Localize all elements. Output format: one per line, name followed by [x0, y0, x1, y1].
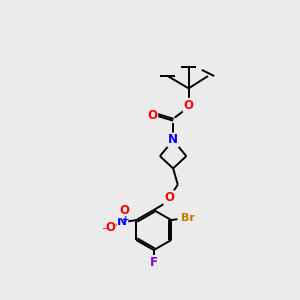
Text: F: F	[150, 256, 158, 269]
Text: O: O	[105, 221, 115, 234]
Text: Br: Br	[181, 214, 195, 224]
Text: O: O	[119, 204, 129, 217]
Text: +: +	[122, 215, 130, 224]
Text: O: O	[164, 191, 174, 204]
Text: O: O	[184, 99, 194, 112]
Text: N: N	[117, 215, 127, 228]
Text: O: O	[147, 109, 157, 122]
Text: N: N	[168, 134, 178, 146]
Text: −: −	[102, 224, 110, 234]
